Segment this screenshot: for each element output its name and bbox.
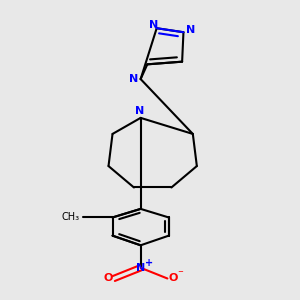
Text: +: + (145, 258, 153, 268)
Text: N: N (135, 106, 145, 116)
Text: O: O (103, 274, 113, 284)
Text: N: N (185, 25, 195, 34)
Text: N: N (128, 74, 138, 84)
Text: CH₃: CH₃ (62, 212, 80, 223)
Text: N: N (149, 20, 158, 30)
Text: N: N (136, 263, 145, 273)
Text: O: O (169, 274, 178, 284)
Text: ⁻: ⁻ (177, 269, 183, 279)
